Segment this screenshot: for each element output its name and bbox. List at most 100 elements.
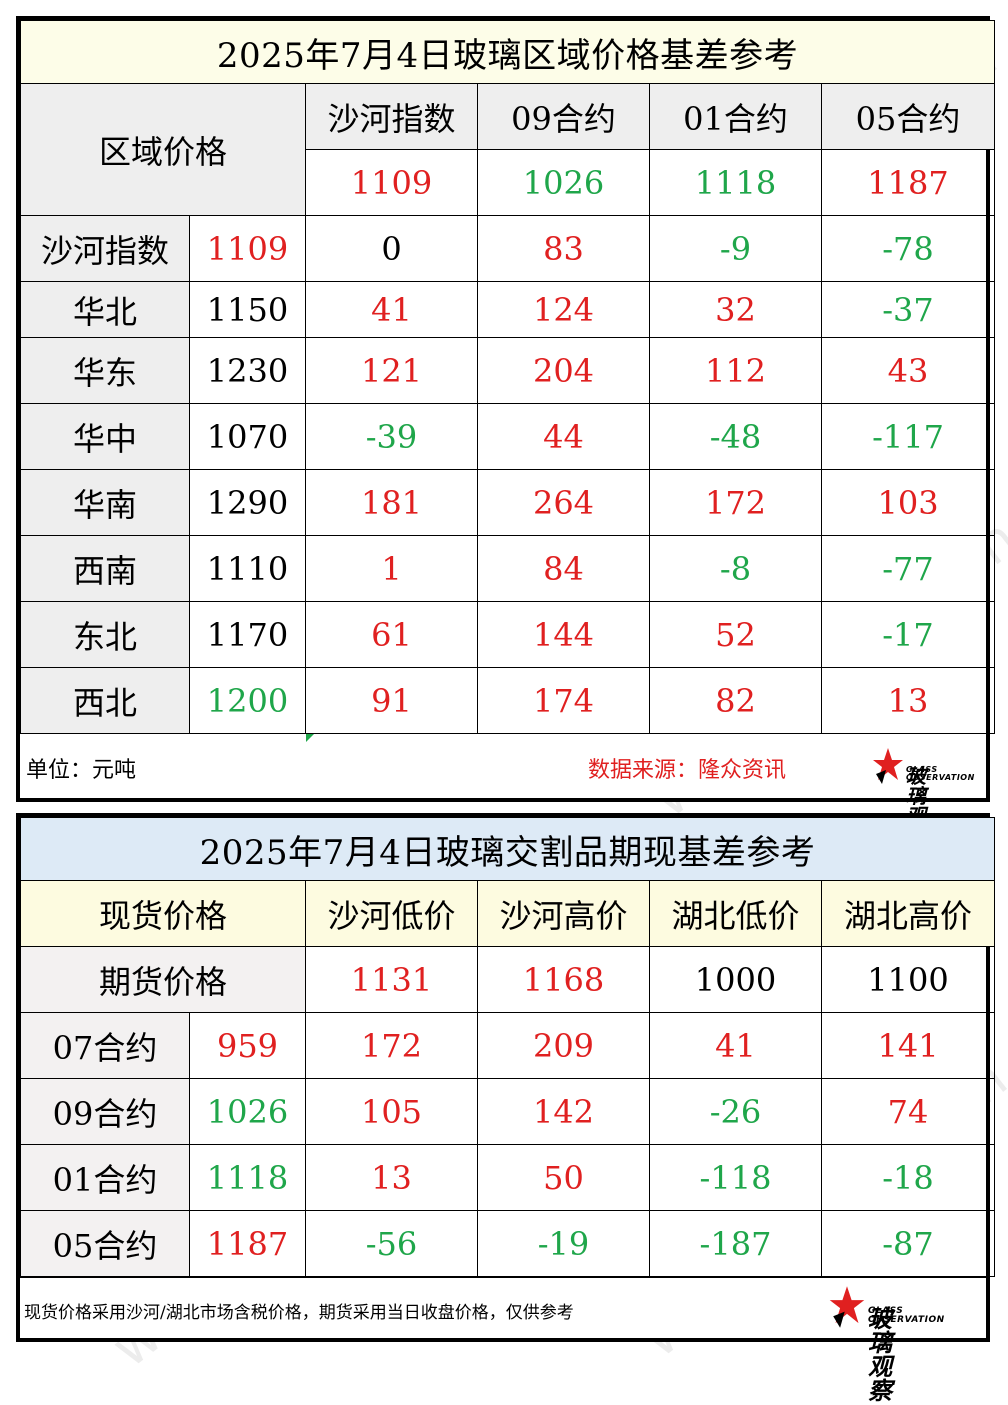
basis-cell: 84 [477, 535, 650, 602]
row-name: 西北 [20, 667, 190, 734]
basis-cell: -19 [477, 1210, 650, 1277]
basis-cell: 141 [820, 1012, 996, 1079]
basis-cell: 74 [820, 1078, 996, 1145]
basis-cell: 61 [305, 601, 478, 668]
star-logo-icon [829, 1286, 865, 1328]
corner-label: 区域价格 [20, 83, 306, 216]
note-label: 现货价格采用沙河/湖北市场含税价格，期货采用当日收盘价格，仅供参考 [24, 1303, 574, 1323]
table-row: 华北 1150 41 124 32 -37 [20, 281, 996, 338]
basis-cell: -77 [820, 535, 996, 602]
column-header: 沙河低价 [305, 880, 478, 947]
row-name: 华东 [20, 337, 190, 404]
basis-cell: 121 [305, 337, 478, 404]
column-value: 1168 [477, 946, 650, 1013]
table-footer: 现货价格采用沙河/湖北市场含税价格，期货采用当日收盘价格，仅供参考 玻璃观察 G… [20, 1277, 986, 1403]
table-title: 2025年7月4日玻璃区域价格基差参考 [19, 20, 996, 84]
basis-cell: 83 [477, 215, 650, 282]
basis-cell: 13 [305, 1144, 478, 1211]
table-row: 东北 1170 61 144 52 -17 [20, 601, 996, 668]
column-value: 1118 [649, 149, 822, 216]
row-name: 沙河指数 [20, 215, 190, 282]
basis-cell: -87 [820, 1210, 996, 1277]
delivery-basis-table: 2025年7月4日玻璃交割品期现基差参考 现货价格 沙河低价 沙河高价 湖北低价… [19, 817, 996, 1277]
basis-cell: 204 [477, 337, 650, 404]
table-row: 05合约 1187 -56 -19 -187 -87 [20, 1210, 996, 1277]
basis-cell: 32 [649, 281, 822, 338]
basis-cell: -8 [649, 535, 822, 602]
source-label: 数据来源：隆众资讯 [588, 758, 787, 783]
table-row: 09合约 1026 105 142 -26 74 [20, 1078, 996, 1145]
table-footer: 单位：元吨 数据来源：隆众资讯 玻璃观察 GLASS OBSERVATION [20, 733, 986, 846]
basis-cell: -78 [820, 215, 996, 282]
logo: 玻璃观察 GLASS OBSERVATION [872, 746, 974, 846]
column-value: 1026 [477, 149, 650, 216]
basis-cell: 124 [477, 281, 650, 338]
basis-cell: 1 [305, 535, 478, 602]
table-row: 华东 1230 121 204 112 43 [20, 337, 996, 404]
basis-cell: -39 [305, 403, 478, 470]
row-name: 07合约 [20, 1012, 190, 1079]
basis-cell: 41 [305, 281, 478, 338]
logo: 玻璃观察 GLASS OBSERVATION [828, 1284, 944, 1403]
column-value: 1109 [305, 149, 478, 216]
basis-cell: 172 [649, 469, 822, 536]
table-row: 西北 1200 91 174 82 13 [20, 667, 996, 734]
unit-label: 单位：元吨 [26, 758, 137, 783]
corner-label: 现货价格 [20, 880, 306, 947]
row-name: 华中 [20, 403, 190, 470]
basis-cell: -26 [649, 1078, 822, 1145]
column-header: 沙河指数 [305, 83, 478, 150]
basis-cell: 209 [477, 1012, 650, 1079]
basis-cell: 181 [305, 469, 478, 536]
basis-cell: 0 [305, 215, 478, 282]
column-header: 09合约 [477, 83, 650, 150]
basis-cell: 174 [477, 667, 650, 734]
row-price: 1026 [189, 1078, 306, 1145]
basis-cell: 172 [305, 1012, 478, 1079]
row-price: 1150 [189, 281, 306, 338]
futures-label: 期货价格 [20, 946, 306, 1013]
basis-cell: -17 [820, 601, 996, 668]
basis-cell: 142 [477, 1078, 650, 1145]
logo-en: GLASS OBSERVATION [906, 765, 975, 782]
row-name: 01合约 [20, 1144, 190, 1211]
basis-cell: -48 [649, 403, 822, 470]
table-row: 华南 1290 181 264 172 103 [20, 469, 996, 536]
column-header: 01合约 [649, 83, 822, 150]
row-name: 华北 [20, 281, 190, 338]
basis-cell: -118 [649, 1144, 822, 1211]
basis-cell: -37 [820, 281, 996, 338]
basis-cell: -187 [649, 1210, 822, 1277]
row-name: 华南 [20, 469, 190, 536]
table-row: 西南 1110 1 84 -8 -77 [20, 535, 996, 602]
basis-cell: 50 [477, 1144, 650, 1211]
basis-cell: 103 [820, 469, 996, 536]
column-value: 1187 [820, 149, 996, 216]
row-price: 1200 [189, 667, 306, 734]
row-price: 1110 [189, 535, 306, 602]
table-row: 07合约 959 172 209 41 141 [20, 1012, 996, 1079]
row-price: 1290 [189, 469, 306, 536]
row-price: 1118 [189, 1144, 306, 1211]
region-basis-panel: 2025年7月4日玻璃区域价格基差参考 区域价格 沙河指数 09合约 01合约 … [16, 16, 996, 846]
table-row: 华中 1070 -39 44 -48 -117 [20, 403, 996, 470]
basis-cell: 44 [477, 403, 650, 470]
basis-cell: 43 [820, 337, 996, 404]
basis-cell: 105 [305, 1078, 478, 1145]
column-value: 1100 [820, 946, 996, 1013]
basis-cell: 144 [477, 601, 650, 668]
basis-cell: 82 [649, 667, 822, 734]
row-name: 05合约 [20, 1210, 190, 1277]
basis-cell: 41 [649, 1012, 822, 1079]
column-header: 湖北低价 [649, 880, 822, 947]
table-title: 2025年7月4日玻璃交割品期现基差参考 [19, 817, 996, 881]
row-name: 东北 [20, 601, 190, 668]
row-price: 1187 [189, 1210, 306, 1277]
row-price: 1230 [189, 337, 306, 404]
column-header: 湖北高价 [820, 880, 996, 947]
basis-cell: -9 [649, 215, 822, 282]
basis-cell: -18 [820, 1144, 996, 1211]
row-price: 1070 [189, 403, 306, 470]
row-price: 959 [189, 1012, 306, 1079]
column-value: 1131 [305, 946, 478, 1013]
